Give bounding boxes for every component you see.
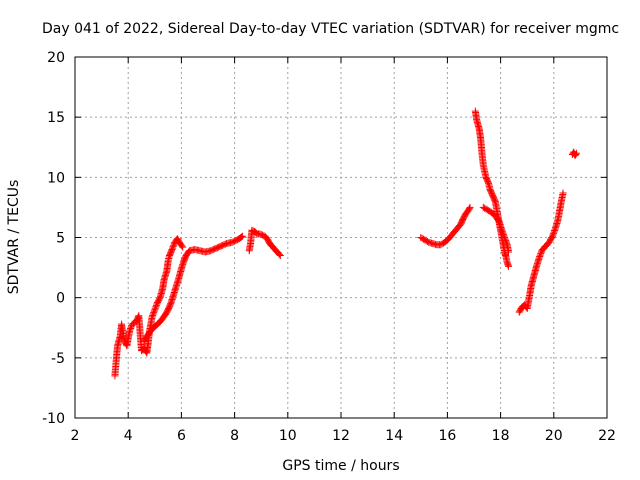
series-track-5 — [471, 107, 513, 270]
y-tick-label: 0 — [56, 291, 65, 307]
data-point — [466, 203, 474, 211]
x-tick-label: 20 — [545, 428, 563, 444]
data-point — [178, 242, 186, 250]
x-tick-labels: 2 4 6 8 10 12 14 16 18 20 22 — [71, 428, 616, 444]
data-point — [535, 254, 543, 262]
y-tick-label: 10 — [47, 170, 65, 186]
x-tick-label: 4 — [124, 428, 133, 444]
series-track-4 — [417, 203, 474, 249]
y-tick-label: -5 — [51, 351, 65, 367]
data-point — [498, 228, 506, 236]
data-point — [548, 232, 556, 240]
data-point — [238, 233, 246, 241]
y-axis-title: SDTVAR / TECUs — [6, 180, 22, 295]
grid — [75, 57, 607, 418]
data-point — [502, 236, 510, 244]
data-point — [168, 246, 176, 254]
y-tick-label: 5 — [56, 231, 65, 247]
series-track-8 — [568, 148, 580, 160]
data-point — [126, 326, 134, 334]
data-point — [503, 239, 511, 247]
data-point — [505, 262, 513, 270]
x-tick-label: 22 — [598, 428, 616, 444]
data-point — [465, 205, 473, 213]
data-point — [572, 149, 580, 157]
data-point — [536, 253, 544, 261]
data-point — [550, 228, 558, 236]
data-point — [501, 235, 509, 243]
data-point — [499, 229, 507, 237]
data-point — [169, 244, 177, 252]
data-point — [149, 311, 157, 319]
x-tick-label: 6 — [177, 428, 186, 444]
data-point — [169, 243, 177, 251]
y-tick-labels: -10 -5 0 5 10 15 20 — [42, 50, 65, 427]
x-tick-label: 12 — [332, 428, 350, 444]
data-point — [148, 313, 156, 321]
data-point — [151, 306, 159, 314]
data-point — [127, 324, 135, 332]
data-point — [498, 226, 506, 234]
data-point — [502, 238, 510, 246]
series-track-6 — [479, 203, 513, 256]
data-point — [500, 231, 508, 239]
series-track-7 — [515, 189, 567, 316]
x-tick-label: 2 — [71, 428, 80, 444]
data-point — [150, 309, 158, 317]
data-point — [251, 228, 259, 236]
x-tick-label: 16 — [438, 428, 456, 444]
data-point — [549, 231, 557, 239]
data-point — [559, 189, 567, 197]
data-point — [505, 248, 513, 256]
y-tick-label: -10 — [42, 411, 65, 427]
data-point — [151, 304, 159, 312]
data-point — [537, 250, 545, 258]
data-point — [536, 251, 544, 259]
data-point — [127, 323, 135, 331]
plot-frame — [74, 56, 608, 419]
data-point — [572, 150, 580, 158]
y-tick-label: 20 — [47, 50, 65, 66]
x-tick-label: 14 — [385, 428, 403, 444]
data-point — [179, 243, 187, 251]
data-point — [152, 303, 160, 311]
data-point — [150, 307, 158, 315]
x-axis-title: GPS time / hours — [282, 458, 399, 474]
data-point — [500, 232, 508, 240]
data-markers — [111, 107, 580, 380]
data-point — [239, 232, 247, 240]
y-tick-label: 15 — [47, 110, 65, 126]
data-point — [149, 310, 157, 318]
data-point — [170, 241, 178, 249]
data-point — [550, 229, 558, 237]
data-point — [152, 301, 160, 309]
x-tick-label: 10 — [279, 428, 297, 444]
data-point — [276, 252, 284, 260]
data-point — [551, 227, 559, 235]
data-point — [501, 234, 509, 241]
x-tick-label: 8 — [230, 428, 239, 444]
x-tick-label: 18 — [492, 428, 510, 444]
data-point — [126, 327, 134, 335]
series-track-2 — [140, 232, 247, 345]
chart-title: Day 041 of 2022, Sidereal Day-to-day VTE… — [42, 21, 619, 37]
series-track-3 — [245, 226, 284, 260]
data-point — [275, 250, 283, 258]
